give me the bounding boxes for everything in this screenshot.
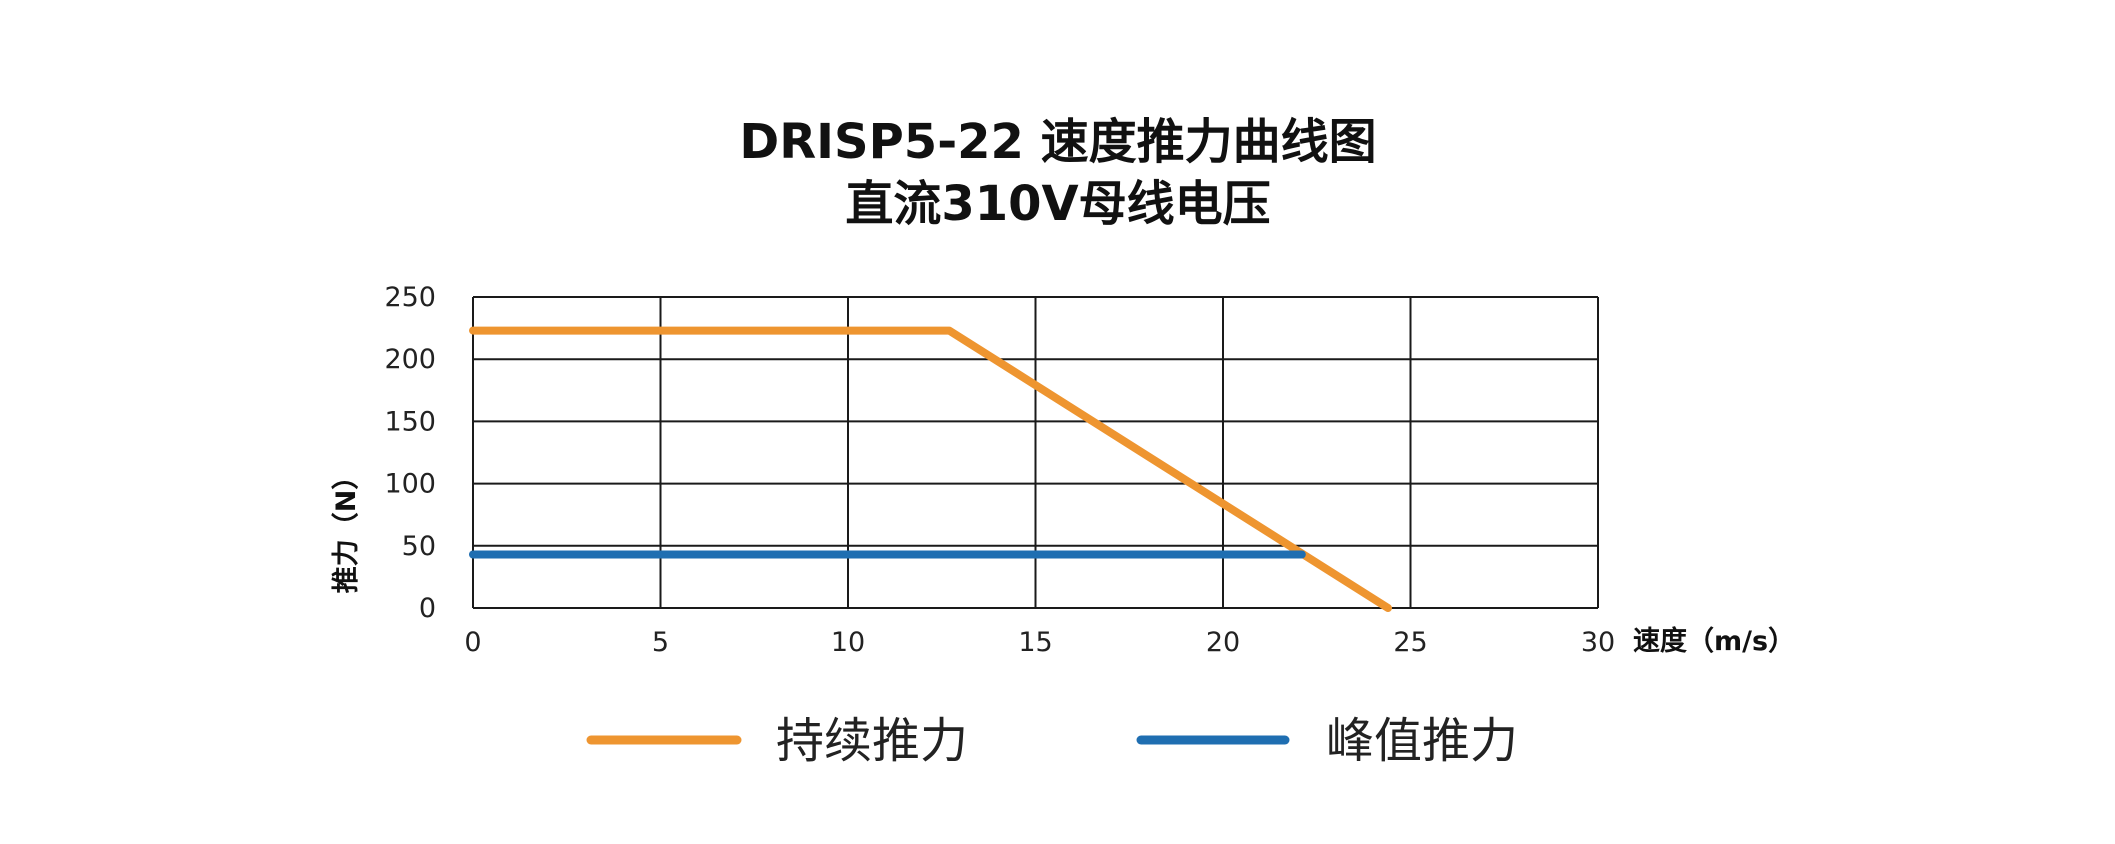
legend-label-2: 峰值推力 xyxy=(1326,713,1518,769)
y-tick-label: 250 xyxy=(384,282,436,313)
legend-label-1: 持续推力 xyxy=(776,713,968,769)
x-tick-label: 0 xyxy=(464,627,481,658)
y-tick-label: 50 xyxy=(402,531,436,562)
x-tick-label: 20 xyxy=(1206,627,1240,658)
y-tick-label: 200 xyxy=(384,344,436,375)
x-tick-label: 25 xyxy=(1393,627,1427,658)
y-tick-label: 100 xyxy=(384,469,436,500)
series-lines xyxy=(469,326,1392,612)
chart-subtitle: 直流310V母线电压 xyxy=(845,176,1270,232)
grid-lines xyxy=(472,296,1599,609)
x-tick-label: 10 xyxy=(831,627,865,658)
x-tick-label: 30 xyxy=(1581,627,1615,658)
x-tick-label: 5 xyxy=(652,627,669,658)
y-tick-label: 0 xyxy=(419,593,436,624)
y-axis-label: 推力（N） xyxy=(331,463,362,594)
x-tick-label: 15 xyxy=(1018,627,1052,658)
legend: 持续推力 峰值推力 xyxy=(586,713,1518,769)
x-axis-label: 速度（m/s） xyxy=(1633,625,1795,657)
y-tick-label: 150 xyxy=(384,406,436,437)
tick-labels: 0 5 10 15 20 25 30 0 50 100 150 200 250 xyxy=(384,282,1615,658)
chart-title: DRISP5-22 速度推力曲线图 xyxy=(739,114,1376,170)
series-line-1 xyxy=(469,326,1392,612)
